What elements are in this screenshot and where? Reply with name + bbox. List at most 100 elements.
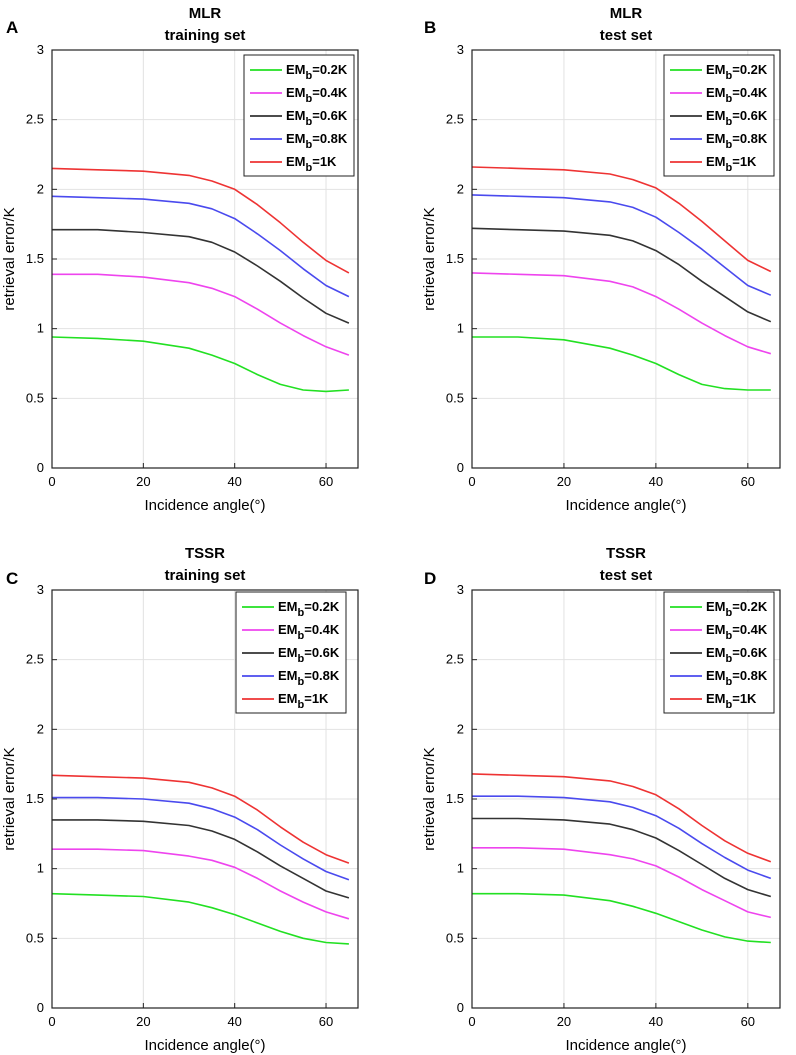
y-tick-label: 2 [37,181,44,196]
legend-label: EMb=0.2K [278,599,340,619]
y-tick-label: 1.5 [446,251,464,266]
panel-letter: C [6,569,18,588]
y-tick-label: 2 [37,721,44,736]
y-tick-label: 0 [37,1000,44,1015]
x-tick-label: 40 [649,1014,663,1029]
y-tick-label: 0.5 [26,930,44,945]
series-line-0.8k [52,796,350,881]
legend-label: EMb=1K [278,691,329,711]
chart-panel-b: B MLR test set 0 20 40 60 0 0.5 1 1.5 2 2.5 3 Incidenc… [421,5,781,514]
x-tick-label: 20 [557,474,571,489]
legend-label: EMb=0.8K [706,131,768,151]
y-tick-label: 3 [37,42,44,57]
legend-label: EMb=0.4K [706,85,768,105]
series-line-0.4k [471,272,772,355]
y-tick-label: 1 [37,321,44,336]
series-line-1k [471,166,772,273]
series-line-0.2k [472,336,771,391]
series-line-1k [51,774,350,864]
y-axis-label: retrieval error/K [421,747,438,850]
legend-label: EMb=0.4K [278,622,340,642]
x-axis-label: Incidence angle(°) [565,497,686,514]
chart-title-line: test set [600,27,653,44]
chart-title-line: training set [165,567,246,584]
y-tick-label: 1.5 [26,791,44,806]
legend-label: EMb=0.6K [706,108,768,128]
chart-panel-d: D TSSR test set 0 20 40 60 0 0.5 1 1.5 2 2.5 3 Inciden… [421,545,781,1054]
y-tick-label: 3 [457,582,464,597]
x-tick-label: 60 [319,1014,333,1029]
x-tick-label: 0 [48,1014,55,1029]
legend-label: EMb=0.6K [286,108,348,128]
series-line-0.2k [472,892,771,944]
series-line-0.6k [472,817,772,898]
y-tick-label: 3 [37,582,44,597]
y-tick-label: 1 [457,321,464,336]
y-tick-label: 2.5 [26,652,44,667]
series-line-0.8k [51,195,350,298]
y-tick-label: 2 [457,721,464,736]
x-axis-label: Incidence angle(°) [565,1037,686,1054]
legend-label: EMb=0.4K [706,622,768,642]
y-tick-label: 1 [37,861,44,876]
series-line-0.8k [471,194,772,296]
legend-label: EMb=0.2K [286,62,348,82]
x-tick-label: 20 [136,1014,150,1029]
legend-label: EMb=1K [706,691,757,711]
series-line-0.4k [472,847,771,919]
series-line-1k [471,773,772,863]
legend-label: EMb=1K [706,154,757,174]
x-tick-label: 60 [319,474,333,489]
y-tick-label: 2.5 [446,112,464,127]
y-tick-label: 1.5 [26,251,44,266]
panel-letter: D [424,569,436,588]
series-line-0.4k [52,273,350,356]
legend-label: EMb=0.2K [706,599,768,619]
y-axis-label: retrieval error/K [421,207,438,310]
y-tick-label: 2.5 [446,652,464,667]
y-tick-label: 3 [457,42,464,57]
chart-title-line: TSSR [606,545,646,562]
x-tick-label: 40 [227,474,241,489]
y-tick-label: 2.5 [26,112,44,127]
chart-panel-a: A MLR training set 0 20 40 60 0 0.5 1 1.5 2 2.5 3 Inci… [1,5,359,514]
y-tick-label: 2 [457,181,464,196]
y-axis-label: retrieval error/K [1,207,18,310]
legend-label: EMb=1K [286,154,337,174]
x-tick-label: 0 [48,474,55,489]
x-tick-label: 40 [649,474,663,489]
y-axis-label: retrieval error/K [1,747,18,850]
panel-letter: B [424,18,436,37]
series-line-0.4k [52,848,350,920]
x-axis-label: Incidence angle(°) [144,497,265,514]
series-line-0.8k [472,795,772,880]
y-tick-label: 0.5 [26,390,44,405]
y-tick-label: 1 [457,861,464,876]
series-line-0.6k [52,228,350,324]
chart-title-line: test set [600,567,653,584]
y-tick-label: 0 [457,1000,464,1015]
x-axis-label: Incidence angle(°) [144,1037,265,1054]
legend-label: EMb=0.6K [278,645,340,665]
legend-label: EMb=0.4K [286,85,348,105]
y-tick-label: 0 [457,460,464,475]
legend-label: EMb=0.6K [706,645,768,665]
legend-label: EMb=0.8K [286,131,348,151]
y-tick-label: 0.5 [446,930,464,945]
x-tick-label: 60 [741,474,755,489]
chart-panel-c: C TSSR training set 0 20 40 60 0 0.5 1 1.5 2 2.5 3 Inc… [1,545,359,1054]
chart-title-line: training set [165,27,246,44]
legend-label: EMb=0.8K [278,668,340,688]
series-line-0.6k [52,819,350,899]
series-line-0.6k [471,227,772,323]
x-tick-label: 60 [741,1014,755,1029]
series-line-0.2k [51,336,349,393]
x-tick-label: 0 [468,474,475,489]
x-tick-label: 20 [557,1014,571,1029]
series-line-0.2k [51,892,349,945]
y-tick-label: 1.5 [446,791,464,806]
y-tick-label: 0.5 [446,390,464,405]
chart-title-line: MLR [610,5,643,22]
series-line-1k [51,167,350,274]
